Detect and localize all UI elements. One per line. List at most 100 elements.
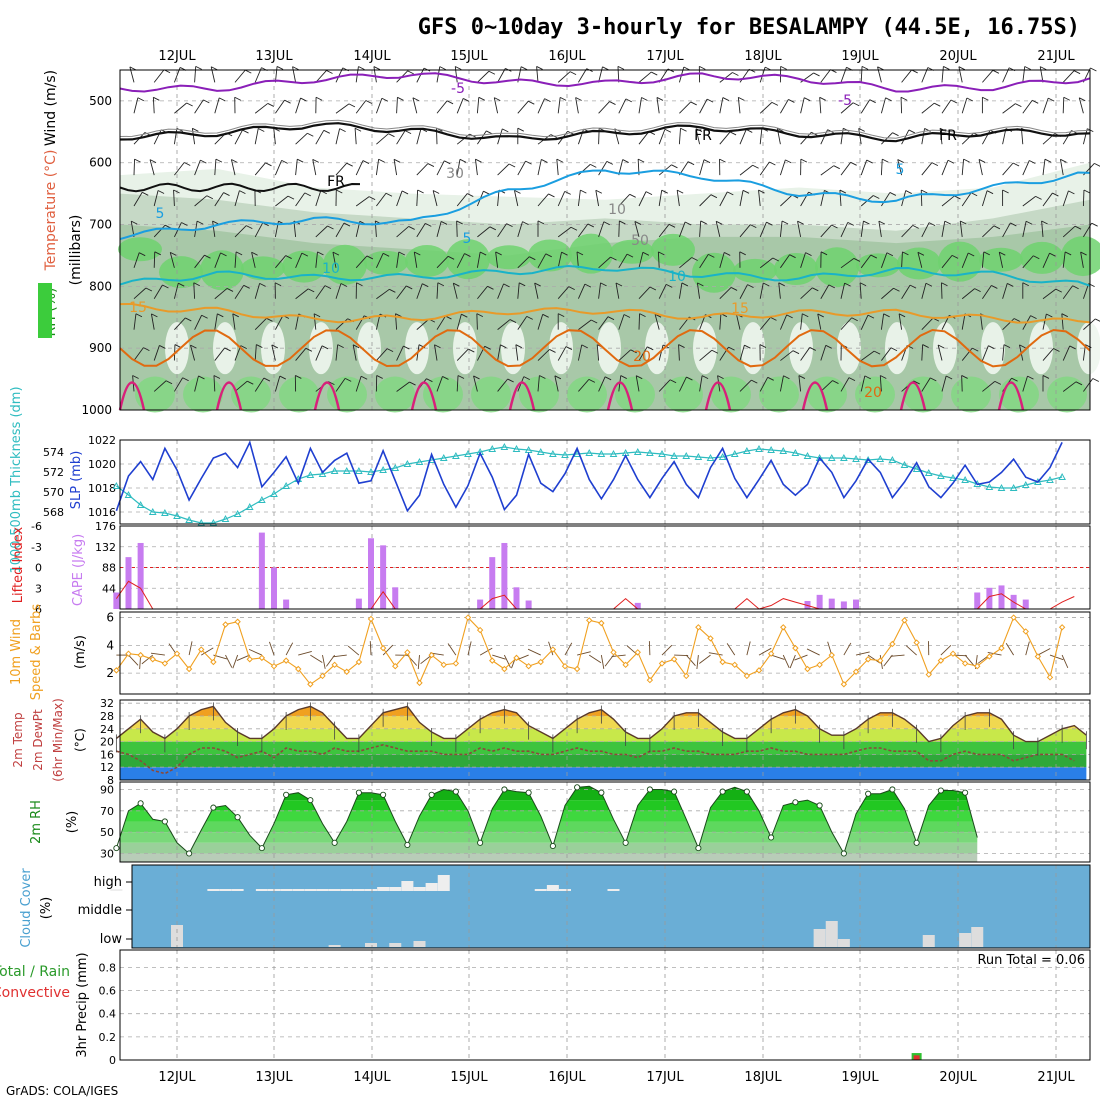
bottom-date-label: 16JUL xyxy=(548,1070,586,1085)
contour-label: 10 xyxy=(668,269,686,285)
wind-barb xyxy=(254,377,265,392)
wind10-marker xyxy=(452,660,460,667)
thickness-tick: 574 xyxy=(43,446,64,459)
wind10-marker xyxy=(889,640,896,648)
wind-barb-flag xyxy=(847,222,854,226)
rh-moist-low xyxy=(327,376,367,413)
wind-barb-flag xyxy=(864,375,872,380)
thickness-marker xyxy=(136,500,145,508)
wind-barb-flag xyxy=(569,71,577,76)
wind-barb-flag xyxy=(892,132,899,137)
wind-barb-flag xyxy=(240,345,247,350)
rh-marker xyxy=(816,802,823,809)
thickness-marker xyxy=(452,451,460,459)
wind-barb-flag xyxy=(1022,282,1030,287)
axis-label: SLP (mb) xyxy=(69,451,84,510)
wind-barb xyxy=(577,283,586,299)
thickness-marker xyxy=(561,450,569,458)
wind-barb-flag xyxy=(193,282,200,287)
wind-barb xyxy=(174,377,184,392)
wind-barb-flag xyxy=(958,66,966,71)
top-date-label: 21JUL xyxy=(1037,49,1075,64)
wind-barb-flag xyxy=(772,257,780,262)
wind-barb xyxy=(536,66,539,83)
wind-barb-flag xyxy=(680,127,687,132)
axis-label: Convective xyxy=(0,985,70,1001)
wind-barb xyxy=(517,256,530,269)
wind-barb xyxy=(961,347,973,361)
wind-barb-flag xyxy=(1052,192,1059,197)
wind10-marker xyxy=(343,668,350,675)
wind-barb-flag xyxy=(629,193,636,198)
wind-barb xyxy=(396,345,404,361)
cape-tick: 132 xyxy=(95,541,116,554)
wind10-marker xyxy=(804,665,811,673)
wind-barb-flag xyxy=(389,288,396,293)
thickness-tick: 572 xyxy=(43,466,64,479)
wind-barb-flag xyxy=(750,224,757,229)
wind10-barb xyxy=(746,641,751,656)
thickness-marker xyxy=(997,483,1006,491)
wind10-marker xyxy=(113,667,120,674)
wind-barb xyxy=(133,313,137,330)
wind-barb-flag xyxy=(515,344,523,349)
thickness-marker xyxy=(961,475,969,483)
wind-barb xyxy=(577,344,583,361)
wind-barb-flag xyxy=(767,376,774,381)
thickness-marker xyxy=(706,453,715,461)
wind-barb xyxy=(759,128,763,145)
wind-barb-flag xyxy=(388,133,395,138)
wind-barb xyxy=(798,375,802,392)
wind-barb-flag xyxy=(276,66,284,70)
cape-bar xyxy=(986,587,993,609)
wind-barb-flag xyxy=(1035,195,1042,200)
cloud-low-bar xyxy=(171,925,183,947)
rh-moist-low xyxy=(663,376,703,413)
wind-barb xyxy=(537,193,549,207)
wind-barb xyxy=(719,72,733,83)
wind-barb xyxy=(149,159,155,176)
rh-moist-low xyxy=(951,376,991,413)
wind-barb-flag xyxy=(483,190,490,195)
wind-barb-flag xyxy=(536,66,543,70)
rh-marker xyxy=(404,841,411,848)
wind-barb-flag xyxy=(769,161,776,166)
wind-barb xyxy=(514,190,519,207)
wind-barb-flag xyxy=(908,129,916,134)
wind-barb xyxy=(981,345,989,361)
wind-barb xyxy=(556,159,559,176)
bottom-date-label: 15JUL xyxy=(450,1070,488,1085)
wind-barb xyxy=(961,192,972,207)
slp-tick: 1018 xyxy=(88,482,116,495)
wind-barb xyxy=(921,283,927,299)
wind-barb-flag xyxy=(853,258,861,262)
thickness-marker xyxy=(888,455,897,463)
wind-barb xyxy=(497,68,506,83)
wind10-marker xyxy=(404,649,411,656)
wind-barb xyxy=(497,163,510,176)
cloud-high-bar xyxy=(352,889,365,891)
wind10-barb xyxy=(782,654,790,668)
wind-barb xyxy=(1082,128,1088,145)
wind-barb-flag xyxy=(913,380,920,385)
wind-barb-flag xyxy=(802,313,809,318)
wind-barb xyxy=(1042,348,1054,361)
wind-barb xyxy=(578,379,590,392)
contour-label: -5 xyxy=(451,81,465,97)
wind-barb-flag xyxy=(246,225,253,229)
isotherm-line xyxy=(119,122,1091,143)
wind-barb xyxy=(254,128,259,145)
wind-barb xyxy=(174,317,186,330)
wind-barb-flag xyxy=(690,101,697,106)
wind10-marker xyxy=(731,661,738,669)
wind-barb-flag xyxy=(943,66,950,70)
wind-barb xyxy=(214,192,224,207)
wind-barb xyxy=(173,283,179,299)
cape-bar xyxy=(368,538,374,609)
wind-barb-flag xyxy=(691,257,698,261)
wind-barb xyxy=(961,375,963,392)
wind-barb-flag xyxy=(1090,67,1097,72)
wind-barb-flag xyxy=(600,282,607,287)
wind-barb-flag xyxy=(584,283,592,288)
wind-barb-flag xyxy=(210,66,218,71)
